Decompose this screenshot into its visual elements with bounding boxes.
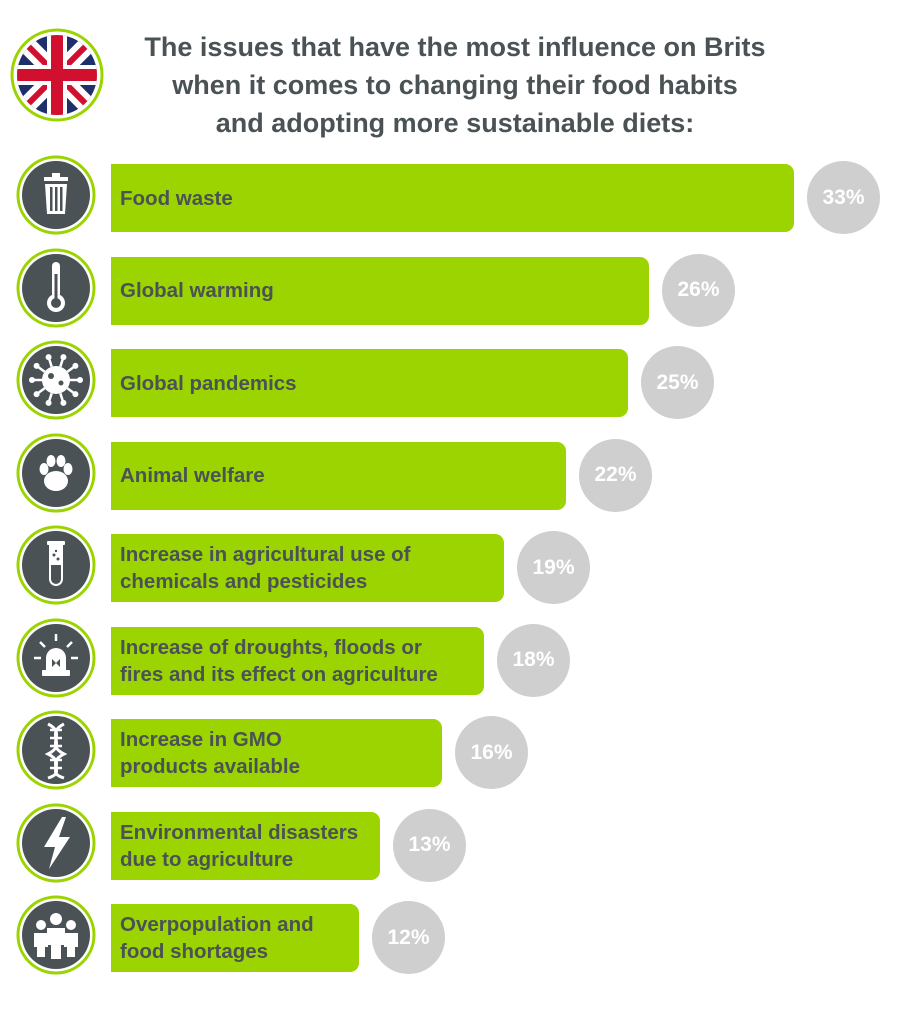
dna-icon xyxy=(16,710,96,790)
virus-icon xyxy=(16,340,96,420)
title-line: when it comes to changing their food hab… xyxy=(172,70,738,100)
category-label-line: Food waste xyxy=(120,186,233,210)
siren-icon xyxy=(16,618,96,697)
bar: Increase in GMO products available xyxy=(111,719,442,787)
category-label: Increase in agricultural use of chemicals… xyxy=(120,534,411,602)
bar: Animal welfare xyxy=(111,441,566,510)
chart-row: Environmental disasters due to agricultur… xyxy=(0,798,899,890)
category-label: Increase of droughts, floods or fires and… xyxy=(120,627,438,695)
title-line: The issues that have the most influence … xyxy=(144,32,766,62)
value-label: 16% xyxy=(455,716,528,789)
value-label: 13% xyxy=(393,808,466,882)
chart-row: Global warming 26% xyxy=(0,243,899,335)
category-label: Animal welfare xyxy=(120,442,265,510)
bar: Global warming xyxy=(111,256,649,325)
chart-row: Increase in GMO products available 16% xyxy=(0,705,899,797)
category-label-line: food shortages xyxy=(120,940,269,963)
uk-flag-icon xyxy=(10,28,104,122)
chart-row: Animal welfare 22% xyxy=(0,428,899,520)
category-label-line: Animal welfare xyxy=(120,464,265,487)
category-label-line: fires and its effect on agriculture xyxy=(120,662,438,686)
value-label: 25% xyxy=(641,346,714,419)
category-label-line: Global warming xyxy=(120,279,274,302)
value-label: 26% xyxy=(662,253,735,327)
bar: Increase of droughts, floods or fires and… xyxy=(111,626,484,695)
category-label-line: Environmental disasters xyxy=(120,820,359,844)
bar: Environmental disasters due to agricultur… xyxy=(111,811,380,880)
chart-row: Increase of droughts, floods or fires and… xyxy=(0,613,899,705)
category-label-line: Global pandemics xyxy=(120,371,297,395)
value-label: 33% xyxy=(807,161,880,234)
category-label-line: Overpopulation and xyxy=(120,913,314,936)
chart-title: The issues that have the most influence … xyxy=(110,28,800,142)
test-tube-icon xyxy=(16,525,96,605)
bar: Global pandemics xyxy=(111,349,628,417)
chart-row: Increase in agricultural use of chemicals… xyxy=(0,520,899,612)
bar: Overpopulation and food shortages xyxy=(111,904,359,972)
bar: Increase in agricultural use of chemicals… xyxy=(111,534,504,602)
lightning-icon xyxy=(16,803,96,882)
chart-row: Global pandemics 25% xyxy=(0,335,899,427)
category-label-line: Increase in GMO xyxy=(120,728,282,751)
paw-icon xyxy=(16,433,96,512)
value-label: 12% xyxy=(372,901,445,974)
category-label: Overpopulation and food shortages xyxy=(120,904,314,972)
thermometer-icon xyxy=(16,248,96,327)
value-label: 19% xyxy=(517,531,590,604)
category-label-line: products available xyxy=(120,755,301,778)
crowd-icon xyxy=(16,895,96,975)
bar: Food waste xyxy=(111,164,794,232)
trash-icon xyxy=(16,155,96,235)
title-line: and adopting more sustainable diets: xyxy=(215,108,695,138)
category-label: Global pandemics xyxy=(120,349,297,417)
category-label-line: Increase in agricultural use of xyxy=(120,543,411,566)
category-label: Food waste xyxy=(120,164,233,232)
category-label: Global warming xyxy=(120,257,274,325)
category-label: Environmental disasters due to agricultur… xyxy=(120,812,358,880)
category-label: Increase in GMO products available xyxy=(120,719,300,787)
value-label: 18% xyxy=(497,623,570,697)
category-label-line: chemicals and pesticides xyxy=(120,570,368,593)
bar-chart: Food waste 33% Global warming 26% Global p… xyxy=(0,150,899,990)
chart-row: Food waste 33% xyxy=(0,150,899,242)
category-label-line: due to agriculture xyxy=(120,847,294,871)
chart-row: Overpopulation and food shortages 12% xyxy=(0,890,899,982)
category-label-line: Increase of droughts, floods or xyxy=(120,635,422,659)
header: The issues that have the most influence … xyxy=(0,0,899,150)
value-label: 22% xyxy=(579,438,652,512)
